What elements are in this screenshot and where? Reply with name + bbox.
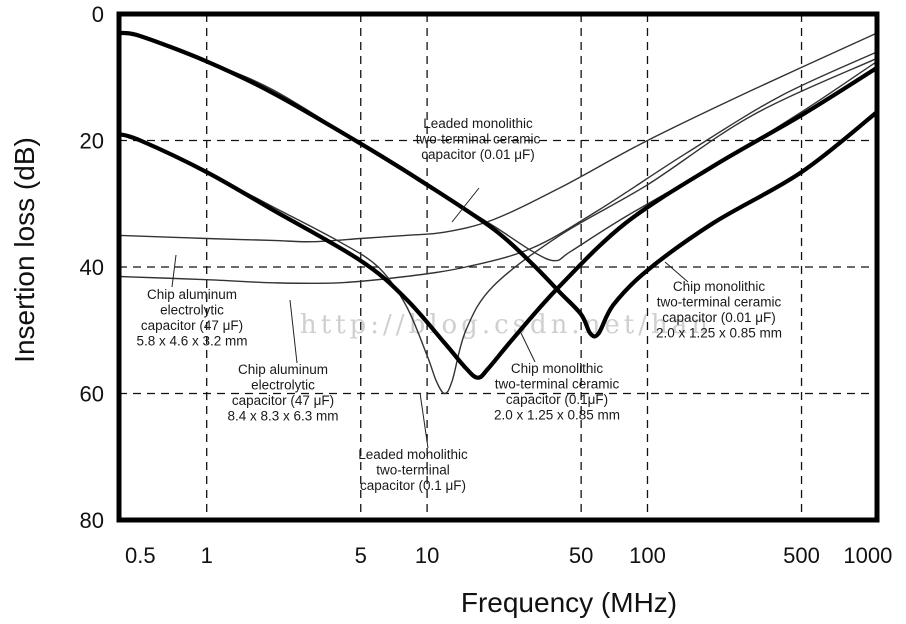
annotation-line: Chip aluminum <box>238 362 328 377</box>
watermark: http://blog.csdn.net/han <box>300 310 712 340</box>
x-tick-label: 10 <box>415 543 439 568</box>
leader-line-ann-leaded-01 <box>419 392 429 449</box>
annotation-line: 2.0 x 1.25 x 0.85 mm <box>494 408 620 423</box>
annotation-ann-chip-mono-001: Chip monolithic two-terminal ceramic capac… <box>656 279 782 341</box>
x-tick-label: 1000 <box>843 543 892 568</box>
annotation-line: Chip monolithic <box>673 279 766 294</box>
x-tick-label: 50 <box>569 543 593 568</box>
x-tick-label: 0.5 <box>125 543 156 568</box>
annotation-line: capacitor (0.01 μF) <box>662 310 776 325</box>
annotation-ann-chip-al-1: Chip aluminum electrolytic capacitor (47 μ… <box>136 287 247 349</box>
annotation-line: Leaded monolithic <box>358 447 468 462</box>
annotation-line: 5.8 x 4.6 x 3.2 mm <box>136 334 247 349</box>
annotation-line: electrolytic <box>160 303 224 318</box>
series-line-chip-mono-0.01uF <box>119 30 877 339</box>
grid <box>119 14 877 520</box>
leader-line-ann-chip-al-1 <box>171 254 177 288</box>
series-line-chip-al-47uF-5.8 <box>119 32 877 243</box>
annotation-line: capacitor (47 μF) <box>232 393 334 408</box>
y-tick-label: 60 <box>80 382 104 407</box>
leader-line-ann-chip-mono-001 <box>664 261 689 283</box>
annotation-line: Chip aluminum <box>147 287 237 302</box>
leader-line-ann-chip-mono-01 <box>520 332 536 363</box>
y-tick-label: 20 <box>80 129 104 154</box>
y-tick-labels: 0 20 40 60 80 <box>80 2 104 533</box>
annotation-line: two-terminal ceramic <box>657 295 782 310</box>
y-tick-label: 40 <box>80 255 104 280</box>
annotation-line: capacitor (0.01 μF) <box>421 147 535 162</box>
leader-line-ann-leaded-001 <box>451 187 480 223</box>
series-line-chip-mono-0.1uF <box>119 65 877 380</box>
annotation-line: Leaded monolithic <box>423 116 533 131</box>
annotation-ann-chip-al-2: Chip aluminum electrolytic capacitor (47 μ… <box>227 362 338 424</box>
series-line-chip-al-47uF-8.4 <box>119 51 877 285</box>
x-tick-label: 1 <box>201 543 213 568</box>
annotation-line: 2.0 x 1.25 x 0.85 mm <box>656 326 782 341</box>
x-axis-title: Frequency (MHz) <box>461 587 677 618</box>
curves <box>119 30 877 395</box>
annotation-line: 8.4 x 8.3 x 6.3 mm <box>227 409 338 424</box>
annotation-line: capacitor (0.1 μF) <box>360 478 466 493</box>
annotation-line: electrolytic <box>251 378 315 393</box>
x-tick-label: 100 <box>629 543 666 568</box>
leader-line-ann-chip-al-2 <box>289 299 298 364</box>
annotation-ann-chip-mono-01: Chip monolithic two-terminal ceramic capac… <box>494 361 620 423</box>
y-tick-label: 0 <box>92 2 104 27</box>
annotation-ann-leaded-001: Leaded monolithic two-terminal ceramic cap… <box>416 116 541 162</box>
series-line-leaded-mono-0.1uF <box>119 57 877 395</box>
annotation-line: two-terminal <box>376 463 450 478</box>
x-tick-label: 5 <box>355 543 367 568</box>
annotation-line: capacitor (47 μF) <box>141 318 243 333</box>
annotation-line: two-terminal ceramic <box>416 132 541 147</box>
annotation-ann-leaded-01: Leaded monolithic two-terminal capacitor (… <box>358 447 468 493</box>
y-axis-title: Insertion loss (dB) <box>9 137 40 363</box>
annotation-line: capacitor (0.1μF) <box>506 392 608 407</box>
plot-frame <box>116 11 880 523</box>
x-tick-labels: 0.5 1 5 10 50 100 500 1000 <box>125 543 892 568</box>
annotation-line: Chip monolithic <box>511 361 604 376</box>
x-tick-label: 500 <box>783 543 820 568</box>
annotations: Leaded monolithic two-terminal ceramic cap… <box>136 116 782 493</box>
y-tick-label: 80 <box>80 508 104 533</box>
annotation-line: two-terminal ceramic <box>495 377 620 392</box>
annotation-leaders <box>171 187 689 449</box>
